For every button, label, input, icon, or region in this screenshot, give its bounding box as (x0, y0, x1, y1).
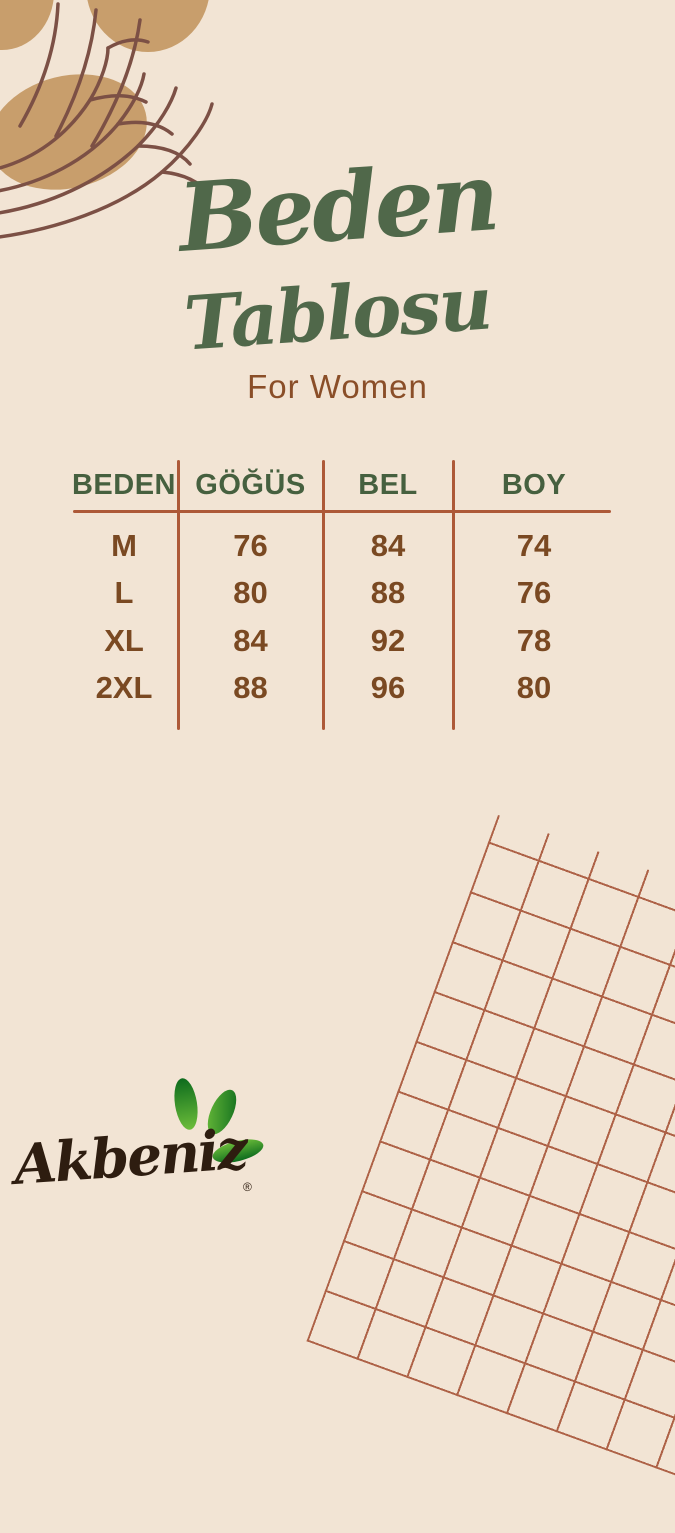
leaf-icon (212, 1139, 264, 1163)
table-cell-value: 92 (370, 622, 406, 658)
size-table-body: M 76 84 74 L 80 88 76 XL 84 92 78 2XL 88… (70, 522, 615, 712)
column-header-gogus: GÖĞÜS (195, 468, 306, 501)
table-divider-vertical-1 (177, 460, 180, 730)
page-subtitle: For Women (247, 368, 428, 405)
blob-shapes (0, 0, 209, 190)
table-cell-value: 80 (516, 670, 552, 706)
column-header-bel: BEL (358, 468, 418, 501)
brand-logo-text: Akbeniz (11, 1115, 249, 1198)
table-cell-value: 84 (370, 527, 406, 563)
table-cell-value: 84 (233, 622, 268, 658)
table-cell-value: 80 (233, 575, 268, 611)
table-cell-size: M (111, 527, 137, 563)
table-divider-vertical-2 (322, 460, 325, 730)
column-header-beden: BEDEN (71, 468, 176, 501)
registered-trademark-icon: ® (243, 1180, 252, 1194)
table-cell-size: L (114, 575, 134, 611)
table-cell-size: XL (104, 622, 144, 658)
table-cell-value: 88 (370, 575, 406, 611)
table-cell-value: 78 (516, 622, 552, 658)
title-block: Beden Tablosu For Women (0, 142, 675, 406)
table-divider-vertical-3 (452, 460, 455, 730)
leaf-icon (174, 1078, 198, 1130)
column-header-boy: BOY (501, 468, 567, 501)
table-cell-value: 96 (370, 670, 406, 706)
table-cell-value: 76 (233, 527, 268, 563)
table-cell-value: 88 (233, 670, 268, 706)
grid-pattern-decor (306, 815, 675, 1533)
leaf-icon (207, 1089, 237, 1135)
brand-leaves (174, 1078, 264, 1163)
table-cell-size: 2XL (95, 670, 153, 706)
table-cell-value: 76 (516, 575, 552, 611)
branches-decor (0, 0, 214, 239)
table-divider-horizontal (73, 510, 611, 513)
size-table-header: BEDEN GÖĞÜS BEL BOY (70, 458, 615, 512)
table-cell-value: 74 (516, 527, 552, 563)
